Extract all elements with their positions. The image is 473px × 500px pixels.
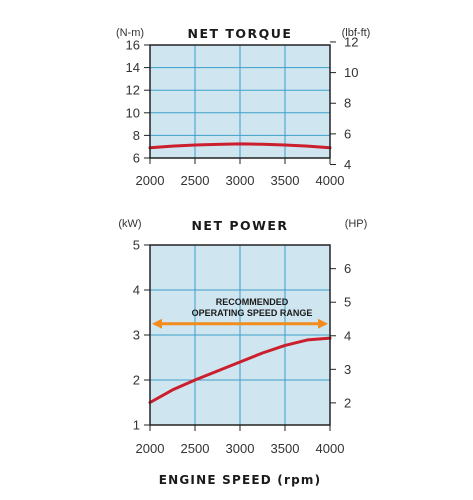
right-tick-label: 6: [344, 261, 351, 276]
left-tick-label: 12: [126, 83, 140, 98]
left-tick-label: 3: [133, 328, 140, 343]
net-power-chart: 1 2 3 4 5 2 3 4 5 6 2000 2500 3000 3500 4000 RECOMMEND…: [118, 218, 367, 456]
power-chart-title: NET POWER: [191, 218, 288, 233]
x-tick-label: 2500: [181, 441, 210, 456]
torque-chart-title: NET TORQUE: [188, 26, 293, 41]
right-tick-label: 12: [344, 34, 358, 49]
x-tick-label: 2000: [136, 173, 165, 188]
right-tick-label: 10: [344, 65, 358, 80]
torque-curve: [148, 142, 332, 150]
x-tick-label: 3500: [271, 441, 300, 456]
right-tick-label: 5: [344, 295, 351, 310]
x-tick-label: 4000: [316, 441, 345, 456]
x-tick-label: 3000: [226, 173, 255, 188]
x-tick-label: 2000: [136, 441, 165, 456]
right-tick-label: 3: [344, 362, 351, 377]
torque-gridlines: [150, 45, 330, 158]
torque-ticks: 6 8 10 12 14 16 4 6 8 10 12 2000 2500 3000 3500 4000: [126, 34, 359, 188]
right-tick-label: 2: [344, 395, 351, 410]
x-tick-label: 4000: [316, 173, 345, 188]
left-tick-label: 6: [133, 151, 140, 166]
range-arrow-right-head: [318, 318, 328, 329]
left-tick-label: 10: [126, 105, 140, 120]
power-curve: [148, 336, 332, 404]
torque-plot-frame: [149, 44, 331, 159]
x-tick-label: 3500: [271, 173, 300, 188]
range-annotation-line-1: RECOMMENDED: [216, 297, 289, 307]
right-tick-label: 4: [344, 328, 351, 343]
right-tick-label: 6: [344, 126, 351, 141]
left-tick-label: 8: [133, 128, 140, 143]
left-tick-label: 16: [126, 38, 140, 53]
power-plot-frame: [149, 244, 331, 426]
left-tick-label: 5: [133, 238, 140, 253]
range-annotation-line-2: OPERATING SPEED RANGE: [192, 308, 313, 318]
left-tick-label: 14: [126, 60, 140, 75]
operating-range-arrow: [152, 318, 328, 329]
x-tick-label: 3000: [226, 441, 255, 456]
left-tick-label: 4: [133, 283, 140, 298]
left-tick-label: 2: [133, 373, 140, 388]
torque-right-unit: (lbf-ft): [342, 27, 371, 39]
x-axis-label: ENGINE SPEED (rpm): [159, 473, 322, 487]
range-arrow-left-head: [152, 318, 162, 329]
power-gridlines: [150, 245, 330, 425]
power-left-unit: (kW): [118, 218, 141, 230]
power-right-unit: (HP): [345, 218, 368, 230]
torque-left-unit: (N-m): [116, 27, 144, 39]
right-tick-label: 4: [344, 157, 351, 172]
left-tick-label: 1: [133, 418, 140, 433]
right-tick-label: 8: [344, 96, 351, 111]
net-torque-chart: 6 8 10 12 14 16 4 6 8 10 12 2000 2500 3000 3500 4000 NE…: [116, 26, 370, 188]
power-ticks: 1 2 3 4 5 2 3 4 5 6 2000 2500 3000 3500 4000: [133, 238, 351, 457]
x-tick-label: 2500: [181, 173, 210, 188]
